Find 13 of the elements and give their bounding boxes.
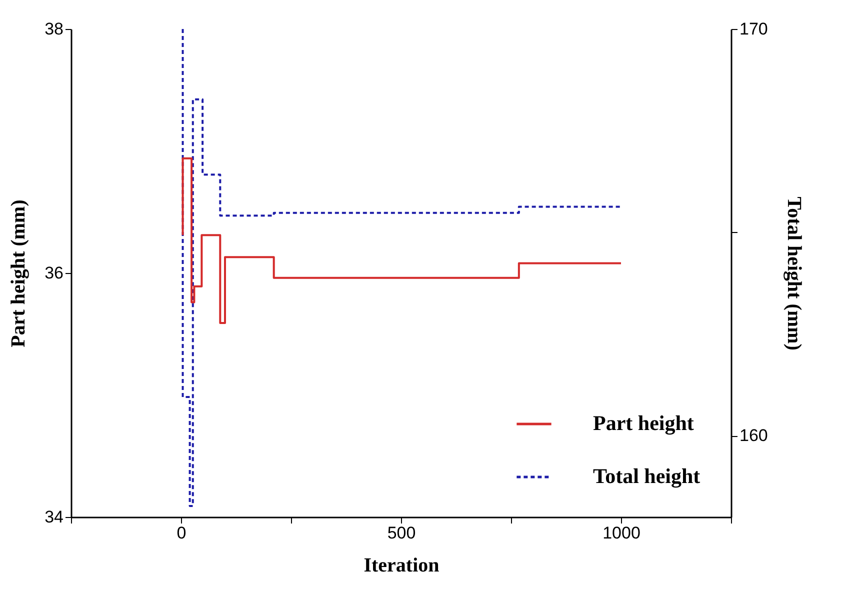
x-tick-label: 1000 [602,524,640,542]
x-tick-label: 500 [387,524,416,542]
y2-axis-title: Total height (mm) [782,196,805,350]
legend-label: Total height [593,464,700,488]
y-tick-label: 38 [44,20,64,38]
y2-tick-label: 170 [740,20,768,38]
y-axis-title: Part height (mm) [8,200,30,348]
y2-tick-label: 160 [740,426,768,446]
x-axis-title: Iteration [364,554,440,576]
y-tick-label: 36 [44,264,64,282]
x-tick-label: 0 [176,524,186,542]
y-tick-label: 34 [44,508,64,526]
legend-label: Part height [593,411,694,435]
